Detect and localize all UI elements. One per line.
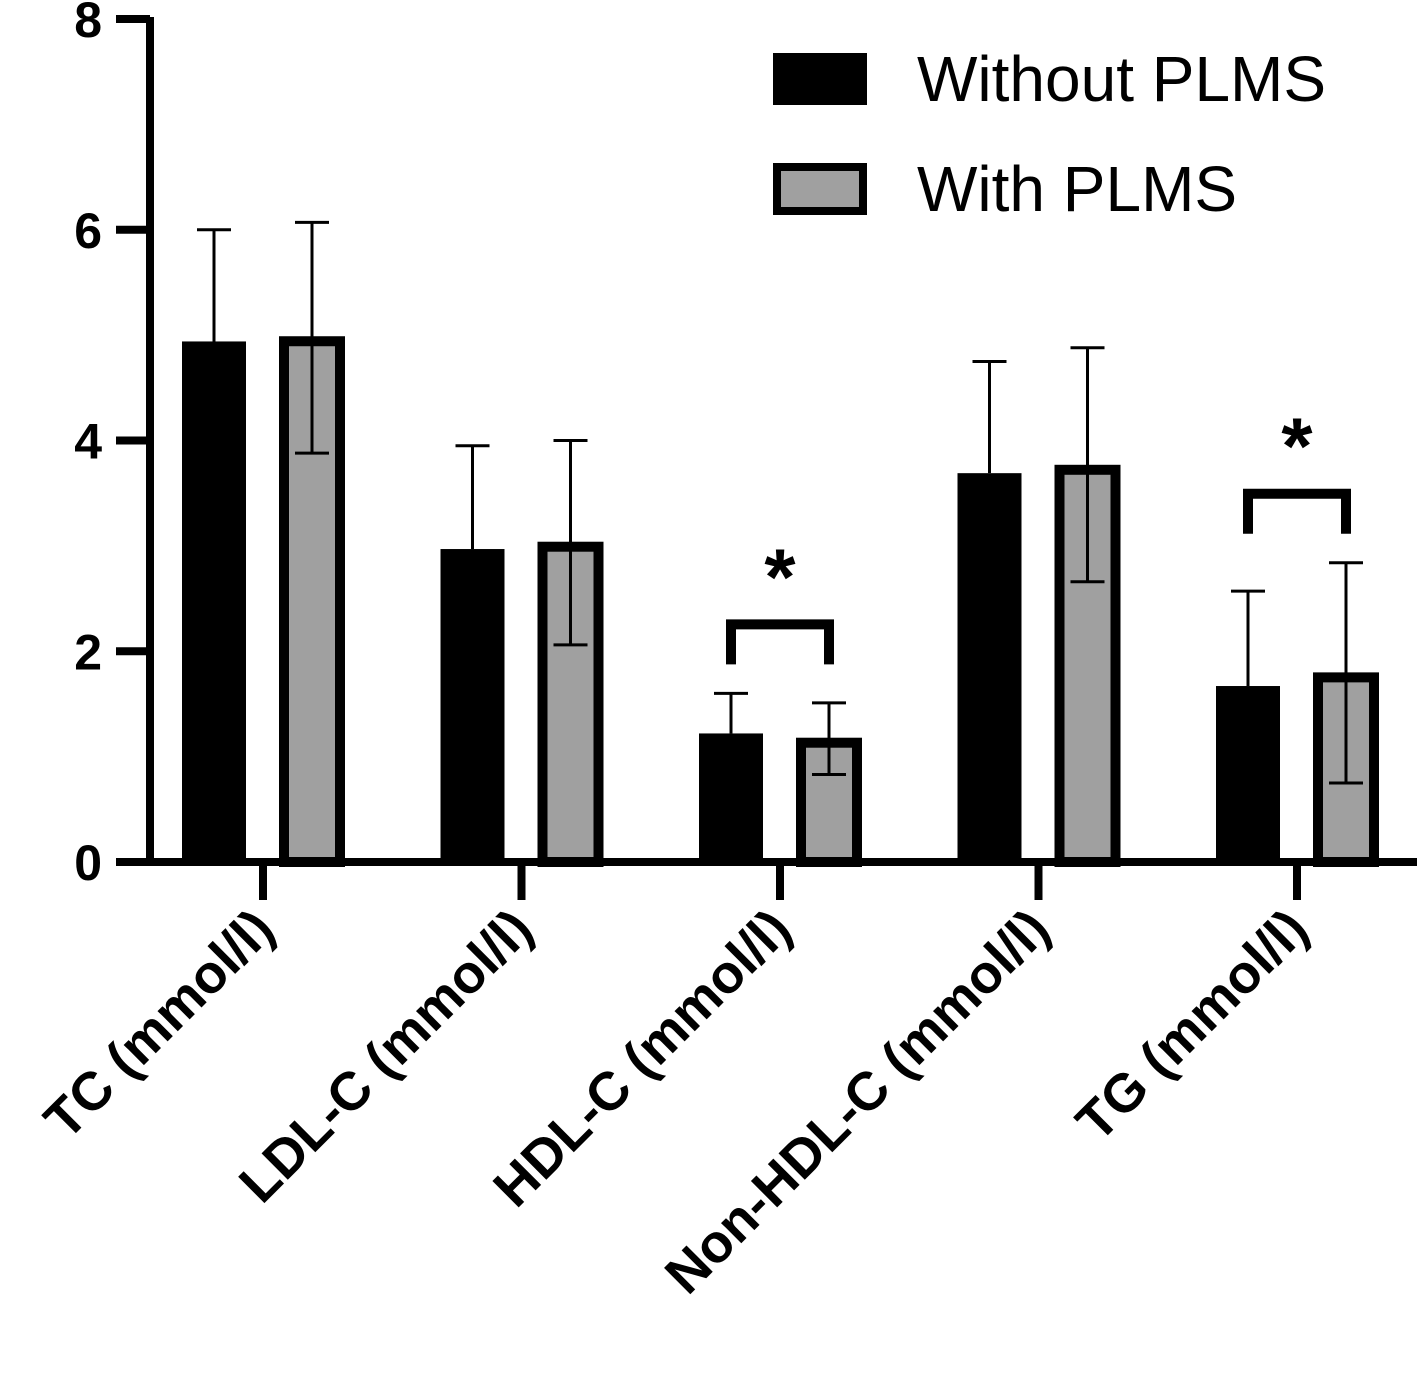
significance-bracket-hdl-c-mmol-l	[726, 619, 834, 665]
y-tick-label: 0	[74, 835, 102, 891]
y-tick-label: 4	[74, 414, 102, 470]
significance-bracket-tg-mmol-l	[1243, 488, 1351, 534]
legend-swatch-with-plms	[773, 163, 867, 215]
significance-star-hdl-c-mmol-l: *	[764, 532, 796, 621]
legend-swatch-without-plms	[773, 53, 867, 105]
bar-without-plms-non-hdl-c-mmol-l	[957, 473, 1022, 862]
significance-star-tg-mmol-l: *	[1281, 402, 1313, 491]
y-axis: 0 2 4 6 8	[74, 0, 154, 891]
x-tick-label-tc-mmol-l: TC (mmol/l)	[33, 898, 285, 1150]
bar-without-plms-hdl-c-mmol-l	[699, 733, 763, 862]
significance-markers: **	[726, 402, 1351, 665]
legend: Without PLMS With PLMS	[773, 43, 1326, 225]
bar-without-plms-ldl-c-mmol-l	[440, 549, 505, 862]
bars	[182, 336, 1379, 868]
x-axis: TC (mmol/l)LDL-C (mmol/l)HDL-C (mmol/l)N…	[33, 858, 1417, 1305]
y-tick-label: 6	[74, 203, 102, 259]
y-tick-label: 8	[74, 0, 102, 48]
legend-label-without-plms: Without PLMS	[917, 43, 1326, 115]
bar-without-plms-tg-mmol-l	[1216, 686, 1280, 862]
y-tick-label: 2	[74, 624, 102, 680]
legend-label-with-plms: With PLMS	[917, 153, 1237, 225]
error-bars	[197, 220, 1363, 785]
x-tick-label-tg-mmol-l: TG (mmol/l)	[1065, 898, 1320, 1153]
bar-without-plms-tc-mmol-l	[182, 341, 246, 862]
